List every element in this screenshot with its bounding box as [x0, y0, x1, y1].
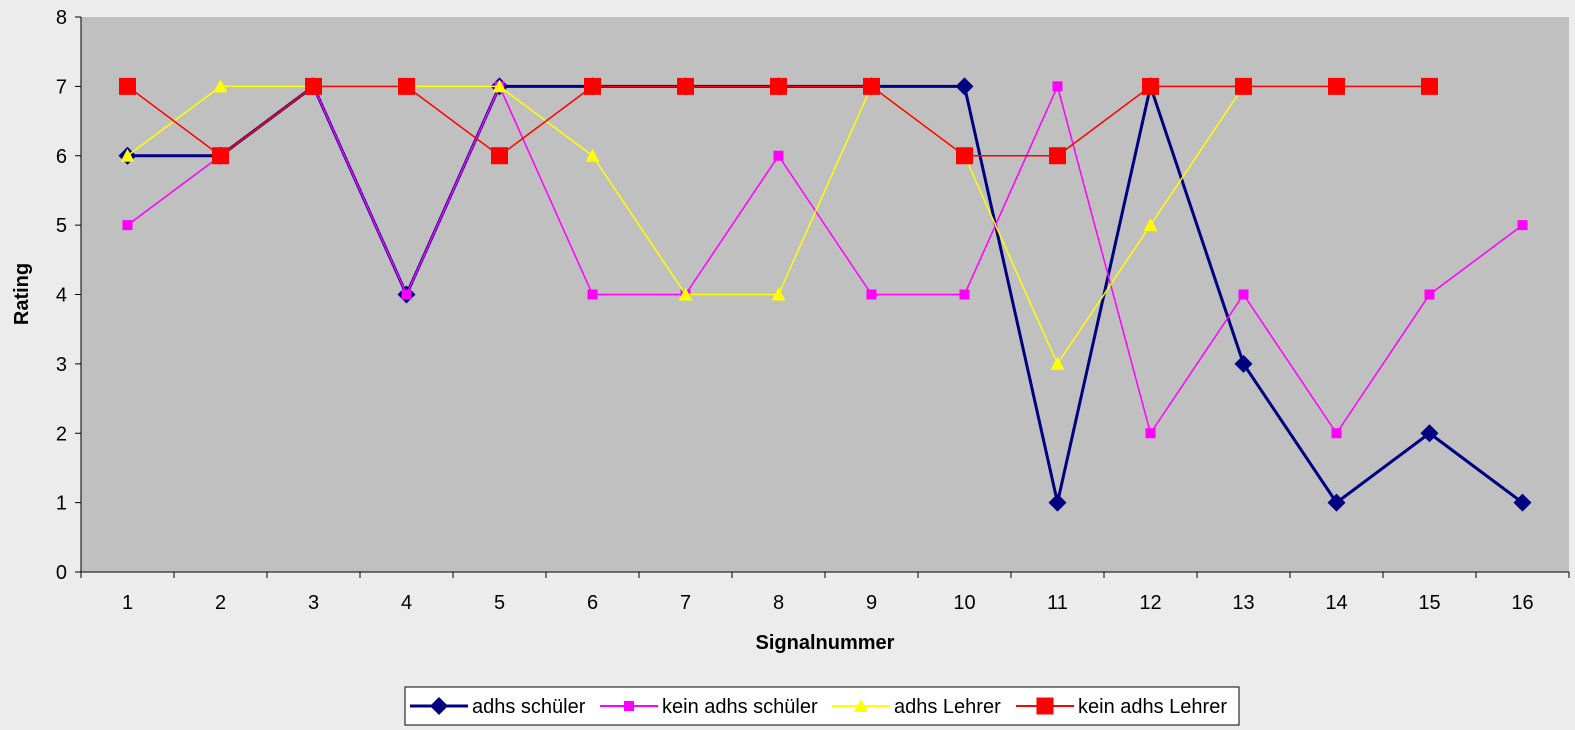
x-tick-label: 10 [953, 592, 975, 614]
x-tick-label: 7 [680, 592, 691, 614]
data-point [1143, 218, 1158, 232]
legend-label: kein adhs Lehrer [1078, 696, 1227, 718]
data-point [863, 77, 880, 95]
x-tick-label: 11 [1047, 592, 1068, 614]
data-point [1420, 424, 1439, 443]
x-tick-label: 3 [308, 592, 319, 614]
data-point [401, 289, 412, 300]
data-point [677, 77, 694, 95]
legend-marker [430, 697, 448, 715]
data-point [1328, 77, 1345, 95]
data-point [213, 79, 228, 93]
series-kein-adhs-Lehrer [119, 77, 1438, 165]
data-point [584, 77, 601, 95]
series-layer [118, 77, 1532, 512]
x-tick-label: 8 [773, 592, 784, 614]
data-point [1050, 356, 1065, 370]
data-point [585, 148, 600, 162]
x-tick-label: 2 [215, 592, 226, 614]
legend-marker [854, 699, 868, 712]
data-point [1235, 77, 1252, 95]
data-point [866, 289, 877, 300]
data-point [1049, 147, 1066, 165]
data-point [678, 287, 693, 301]
data-point [956, 147, 973, 165]
y-tick-label: 6 [56, 146, 67, 168]
legend-label: adhs schüler [472, 696, 586, 718]
y-tick-label: 0 [56, 562, 67, 584]
legend-box [404, 686, 1240, 726]
series-line [127, 85, 1523, 434]
data-point [771, 287, 786, 301]
x-axis-title: Signalnummer [756, 632, 895, 654]
data-point [492, 79, 507, 93]
data-point [120, 148, 135, 162]
data-point [1142, 77, 1159, 95]
plot-area [81, 17, 1569, 572]
series-kein-adhs-schüler [122, 81, 1528, 439]
data-point [1517, 220, 1528, 231]
data-point [122, 220, 133, 231]
data-point [1331, 428, 1342, 439]
data-point [773, 150, 784, 161]
y-tick-label: 4 [56, 285, 67, 307]
legend-marker [1036, 697, 1054, 715]
x-tick-label: 6 [587, 592, 598, 614]
x-tick-label: 4 [401, 592, 412, 614]
y-tick-label: 7 [56, 76, 67, 98]
legend: adhs schüler kein adhs schüler adhs Lehrer… [404, 686, 1240, 726]
x-tick-label: 9 [866, 592, 877, 614]
legend-label: kein adhs schüler [662, 696, 818, 718]
x-tick-label: 5 [494, 592, 505, 614]
data-point [119, 77, 136, 95]
data-point [1424, 289, 1435, 300]
y-axis-title: Rating [11, 263, 33, 325]
y-tick-label: 5 [56, 215, 67, 237]
y-tick-label: 3 [56, 354, 67, 376]
data-point [1421, 77, 1438, 95]
data-point [959, 289, 970, 300]
x-tick-label: 1 [122, 592, 133, 614]
legend-marker [624, 701, 634, 711]
x-tick-label: 16 [1511, 592, 1533, 614]
y-tick-label: 8 [56, 7, 67, 29]
data-point [1513, 493, 1532, 512]
data-point [491, 147, 508, 165]
legend-label: adhs Lehrer [894, 696, 1001, 718]
data-point [398, 77, 415, 95]
data-point [305, 77, 322, 95]
data-point [955, 77, 974, 96]
data-point [1052, 81, 1063, 92]
data-point [1327, 493, 1346, 512]
y-tick-label: 2 [56, 423, 67, 445]
data-point [1238, 289, 1249, 300]
data-point [1048, 493, 1067, 512]
x-tick-label: 13 [1232, 592, 1254, 614]
data-point [212, 147, 229, 165]
y-tick-label: 1 [56, 493, 67, 515]
data-point [770, 77, 787, 95]
x-tick-label: 15 [1418, 592, 1440, 614]
data-point [1145, 428, 1156, 439]
x-tick-label: 14 [1325, 592, 1347, 614]
x-tick-label: 12 [1139, 592, 1161, 614]
data-point [587, 289, 598, 300]
data-point [1234, 354, 1253, 373]
